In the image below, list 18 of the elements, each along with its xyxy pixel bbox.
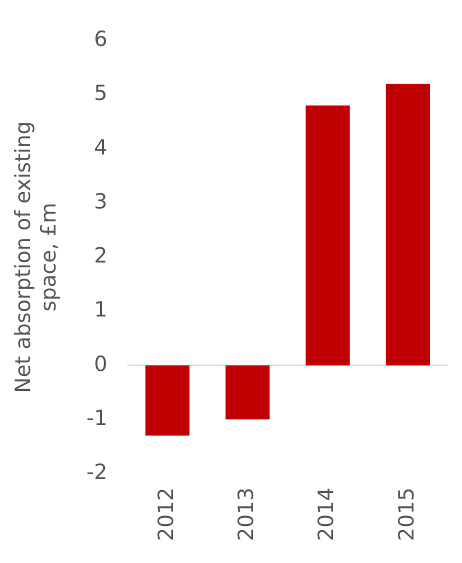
y-tick-label: 1	[94, 298, 108, 322]
y-axis-title: Net absorption of existing space, £m	[11, 121, 60, 393]
bar	[145, 365, 190, 436]
y-tick-label: 5	[94, 81, 108, 106]
y-tick-label: 6	[94, 27, 108, 52]
bar	[386, 84, 430, 366]
x-tick-label: 2015	[394, 488, 418, 542]
y-tick-label: 0	[94, 352, 108, 376]
y-tick-label: -2	[86, 460, 108, 484]
y-tick-label: 4	[94, 135, 108, 160]
bar	[226, 365, 270, 420]
x-tick-label: 2014	[314, 488, 338, 542]
x-tick-label: 2013	[234, 488, 258, 542]
bar	[306, 106, 350, 366]
y-tick-label: 3	[94, 189, 108, 214]
x-tick-label: 2012	[154, 488, 178, 542]
y-tick-label: -1	[86, 406, 108, 430]
y-tick-label: 2	[94, 244, 108, 268]
